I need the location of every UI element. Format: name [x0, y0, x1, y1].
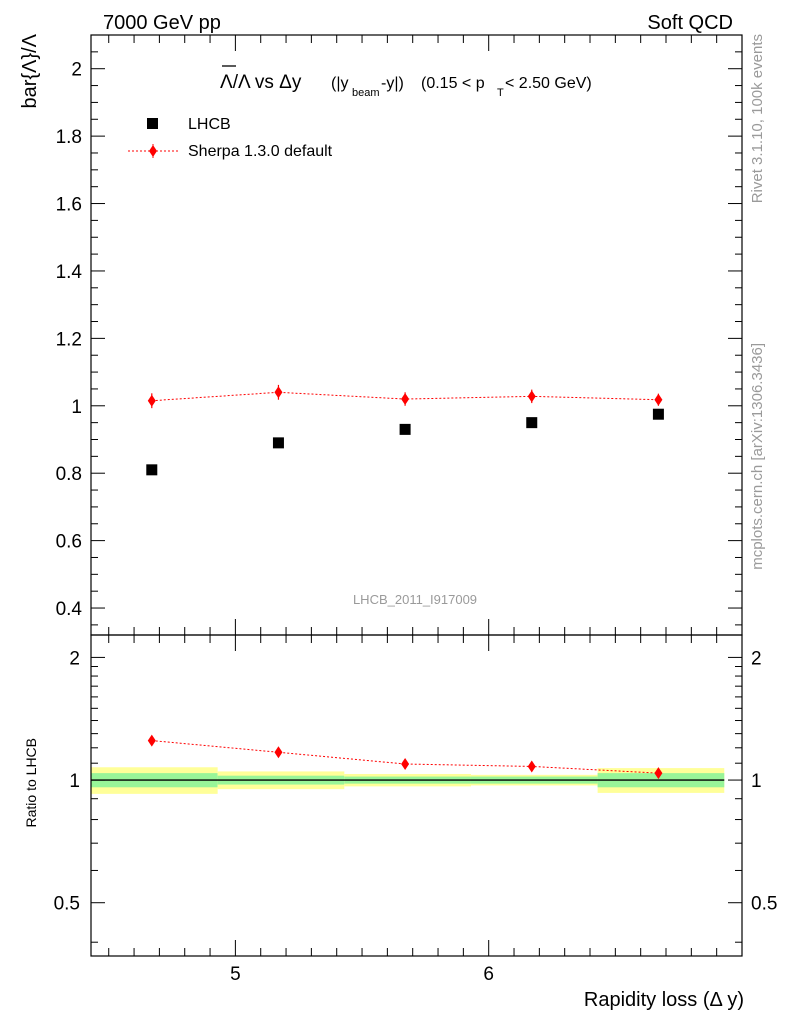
ratio-ytick-label-right: 1	[751, 771, 762, 792]
main-ytick-label: 0.8	[56, 464, 82, 485]
ratio-ytick-label-left: 1	[69, 771, 80, 792]
ratio-mc-line	[151, 740, 659, 774]
ratio-mc-point	[401, 758, 410, 771]
main-ytick-label: 1	[71, 397, 82, 418]
data-point	[652, 408, 664, 420]
legend-marker-lhcb	[147, 118, 158, 129]
mc-point	[401, 393, 410, 406]
ratio-ylabel: Ratio to LHCB	[23, 738, 39, 827]
analysis-watermark: LHCB_2011_I917009	[353, 592, 477, 607]
main-ylabel: bar{Λ}/Λ	[19, 33, 41, 108]
ratio-ytick-label-right: 0.5	[751, 894, 777, 915]
ratio-mc-point	[274, 746, 283, 759]
data-point	[146, 464, 158, 476]
mc-point	[147, 394, 156, 407]
main-ytick-label: 0.6	[56, 532, 82, 553]
main-ytick-label: 0.4	[56, 599, 83, 620]
ratio-ytick-label-right: 2	[751, 648, 762, 669]
data-point	[526, 417, 538, 429]
legend-label-lhcb: LHCB	[188, 116, 231, 133]
main-ytick-label: 1.6	[56, 195, 82, 216]
ratio-mc-point	[147, 734, 156, 747]
ratio-ytick-label-left: 0.5	[54, 894, 80, 915]
title-sub-open: (|y	[331, 75, 348, 92]
legend-label-sherpa: Sherpa 1.3.0 default	[188, 143, 333, 160]
title-main-text: Λ/Λ vs Δy	[220, 72, 302, 93]
main-ytick-label: 2	[71, 60, 82, 81]
title-sub-close: -y|)	[381, 75, 404, 92]
main-ytick-label: 1.2	[56, 329, 82, 350]
data-point	[399, 423, 411, 435]
title-sub-beam: beam	[352, 87, 380, 99]
mc-point	[527, 390, 536, 403]
ratio-ytick-label-left: 2	[69, 648, 80, 669]
category-label: Soft QCD	[647, 12, 733, 34]
title-range-a: (0.15 < p	[421, 75, 485, 92]
collision-label: 7000 GeV pp	[103, 12, 221, 34]
mcplots-label: mcplots.cern.ch [arXiv:1306.3436]	[749, 343, 766, 570]
title-range-T: T	[497, 87, 504, 99]
x-tick-label: 5	[230, 964, 241, 985]
ratio-mc-point	[654, 767, 663, 780]
mc-point	[654, 393, 663, 406]
data-point	[272, 437, 284, 449]
legend-marker-sherpa	[149, 145, 157, 157]
main-title: Λ/Λ vs Δy (|y beam -y|) (0.15 < p T < 2.…	[220, 65, 592, 99]
legend: LHCB Sherpa 1.3.0 default	[128, 116, 333, 160]
x-axis-label: Rapidity loss (Δ y)	[584, 989, 744, 1011]
mc-point	[274, 386, 283, 399]
rivet-label: Rivet 3.1.10, 100k events	[749, 34, 766, 203]
x-tick-label: 6	[483, 964, 494, 985]
main-ytick-label: 1.8	[56, 127, 82, 148]
title-range-b: < 2.50 GeV)	[505, 75, 592, 92]
main-ytick-label: 1.4	[56, 262, 83, 283]
ratio-mc-point	[527, 760, 536, 773]
ratio-plot-frame	[90, 634, 743, 957]
